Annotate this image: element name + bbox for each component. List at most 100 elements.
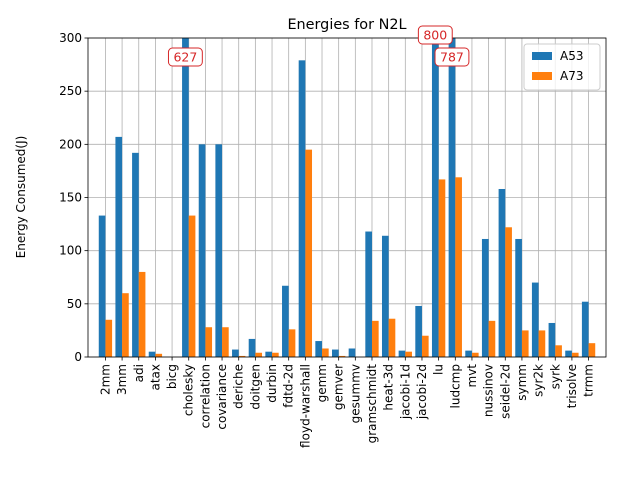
x-tick-label: 2mm (98, 364, 112, 395)
legend-label: A73 (560, 69, 583, 83)
bar (398, 350, 406, 357)
y-tick-label: 200 (59, 137, 82, 151)
bars (98, 38, 596, 357)
x-tick-label: bicg (165, 364, 179, 389)
x-tick-label: cholesky (182, 364, 196, 416)
x-tick-label: gemm (315, 364, 329, 402)
bar (205, 327, 213, 357)
bar (438, 179, 446, 357)
bar (105, 319, 113, 357)
bar (498, 188, 506, 357)
x-tick-label: covariance (215, 364, 229, 430)
overlay: 0 50 100 150 200 250 300 2mm 3mm adi atax bicg chole… (59, 25, 601, 448)
x-tick-label: seidel-2d (498, 364, 512, 419)
bar (315, 341, 323, 357)
bar (371, 320, 379, 357)
x-tick-label: heat-3d (382, 364, 396, 411)
bar (198, 144, 206, 357)
bar (282, 285, 289, 357)
bar (115, 136, 123, 357)
bar (365, 231, 372, 357)
bar (521, 330, 529, 357)
bar (555, 345, 562, 357)
chart-title: Energies for N2L (287, 17, 406, 33)
bar (455, 177, 462, 357)
bar (538, 330, 546, 357)
bar (421, 335, 429, 357)
x-tick-label: trisolve (565, 364, 579, 408)
bar (298, 60, 306, 357)
bar (515, 238, 522, 357)
bar (232, 349, 239, 357)
x-tick-label: floyd-warshall (298, 364, 312, 448)
x-tick-label: symm (515, 364, 529, 401)
y-tick-label: 100 (59, 244, 82, 258)
bar-annotation: 787 (440, 50, 464, 65)
bar (465, 350, 472, 357)
bar (288, 329, 296, 357)
bar (98, 215, 106, 357)
bar (431, 38, 439, 357)
bar (122, 293, 129, 357)
y-axis-label: Energy Consumed(J) (14, 136, 28, 259)
bar (531, 282, 539, 357)
bar (215, 144, 223, 357)
bar (132, 152, 139, 357)
bar (405, 351, 412, 357)
x-tick-label: adi (132, 364, 146, 382)
bar (448, 38, 456, 357)
x-tick-label: atax (148, 364, 162, 391)
bar (388, 318, 396, 357)
bar (155, 353, 163, 357)
x-tick-label: deriche (232, 364, 246, 409)
bar (148, 351, 156, 357)
bar (138, 271, 146, 357)
legend-swatch (532, 72, 552, 80)
x-tick-label: nussinov (482, 364, 496, 417)
x-tick-label: jacobi-1d (398, 364, 412, 420)
x-tick-label: doitgen (248, 364, 262, 410)
x-tick-label: trmm (582, 364, 596, 397)
bar (255, 352, 263, 357)
x-tick-label: correlation (198, 364, 212, 428)
x-tick-label: gemver (332, 364, 346, 410)
bar (581, 301, 589, 357)
bar (481, 238, 489, 357)
annotation-box (417, 25, 453, 45)
bar (588, 343, 596, 357)
bar (348, 348, 356, 357)
bar (305, 149, 313, 357)
bar (222, 327, 229, 357)
x-tick-label: jacobi-2d (415, 364, 429, 420)
y-tick-label: 0 (74, 350, 82, 364)
annotation-box (434, 47, 470, 67)
x-tick-label: durbin (265, 364, 279, 403)
bar (188, 215, 196, 357)
x-tick-label: lu (432, 364, 446, 375)
legend-swatch (532, 52, 552, 60)
x-tick-label: syr2k (532, 364, 546, 397)
x-tick-label: ludcmp (448, 364, 462, 408)
y-tick-label: 50 (67, 297, 82, 311)
bar (571, 352, 579, 357)
x-tick-label: fdtd-2d (282, 364, 296, 408)
y-tick-label: 300 (59, 31, 82, 45)
x-tick-label: gesummv (348, 364, 362, 423)
bar (471, 352, 479, 357)
bar-annotation: 627 (173, 50, 197, 65)
bar (272, 352, 279, 357)
bar (488, 320, 496, 357)
bar (565, 350, 572, 357)
bar (182, 38, 189, 357)
x-tick-label: 3mm (115, 364, 129, 395)
y-tick-label: 250 (59, 84, 82, 98)
y-tick-label: 150 (59, 191, 82, 205)
bar (238, 355, 246, 357)
bar (548, 322, 556, 357)
bar (265, 351, 273, 357)
x-tick-label: syrk (548, 364, 562, 389)
x-tick-label: mvt (465, 364, 479, 388)
bar (505, 227, 512, 357)
bar (415, 305, 422, 357)
